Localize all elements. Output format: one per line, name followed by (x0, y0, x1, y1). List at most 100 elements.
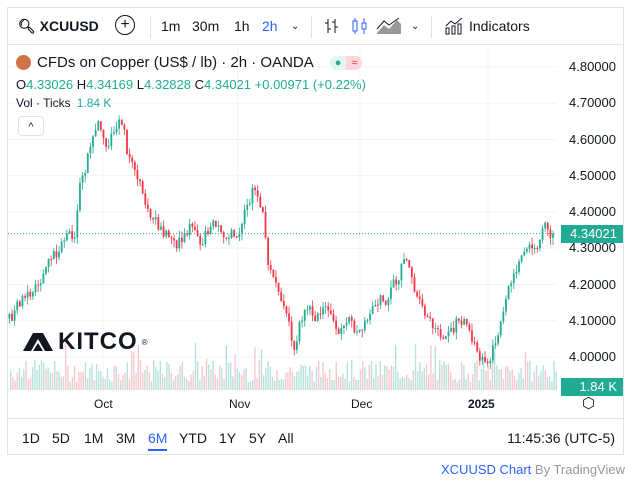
candle-body (133, 162, 136, 171)
indicators-icon[interactable] (444, 16, 464, 36)
candle-body (518, 261, 520, 272)
candle-body (293, 340, 296, 350)
volume-bar (190, 374, 192, 390)
candle-body (194, 226, 196, 231)
range-all[interactable]: All (278, 430, 294, 446)
interval-30m[interactable]: 30m (192, 18, 220, 34)
area-chart-icon[interactable] (376, 17, 402, 35)
volume-bar (337, 376, 340, 390)
candle-body (183, 233, 186, 243)
candle-body (141, 181, 144, 194)
range-6m[interactable]: 6M (148, 430, 168, 451)
settings-icon[interactable]: ⬡ (582, 395, 596, 412)
compare-button[interactable]: + (115, 15, 135, 35)
volume-bar (507, 366, 509, 390)
range-ytd[interactable]: YTD (179, 430, 207, 446)
bar-chart-icon[interactable] (324, 17, 340, 35)
candle-body (505, 299, 507, 312)
symbol-chart-link[interactable]: XCUUSD Chart (441, 462, 532, 477)
volume-bar (51, 372, 54, 390)
candle-body (528, 244, 531, 249)
range-3m[interactable]: 3M (116, 430, 136, 446)
candle-body (473, 341, 476, 343)
volume-bar (276, 370, 278, 390)
candle-body (272, 270, 275, 278)
volume-label: Vol · Ticks (16, 96, 71, 110)
indicators-button[interactable]: Indicators (469, 18, 530, 34)
range-1m[interactable]: 1M (84, 430, 104, 446)
volume-bar (445, 364, 447, 390)
chart-canvas[interactable] (8, 46, 623, 390)
candle-body (499, 321, 502, 336)
candle-body (73, 237, 76, 239)
range-1y[interactable]: 1Y (219, 430, 237, 446)
chevron-down-icon[interactable]: ⌄ (291, 21, 300, 32)
candle-chart-icon[interactable] (351, 17, 369, 35)
candle-body (275, 277, 277, 283)
candle-body (285, 306, 288, 314)
volume-bar (436, 379, 439, 390)
candle-body (118, 119, 121, 129)
candle-body (489, 360, 492, 364)
volume-bar (87, 378, 89, 390)
price-chart[interactable]: CFDs on Copper (US$ / lb) · 2h · OANDA ●… (8, 46, 623, 396)
interval-2h[interactable]: 2h (262, 18, 278, 34)
chevron-down-icon[interactable]: ⌄ (411, 21, 420, 32)
volume-bar (509, 370, 511, 390)
range-5d[interactable]: 5D (52, 430, 70, 446)
range-5y[interactable]: 5Y (249, 430, 267, 446)
market-status[interactable]: ● ≈ (329, 55, 363, 70)
candle-body (107, 146, 110, 148)
by-tradingview[interactable]: By TradingView (531, 462, 625, 477)
volume-bar (197, 361, 199, 390)
volume-bar (513, 375, 516, 390)
candle-body (261, 207, 264, 212)
volume-bar (27, 379, 29, 390)
candle-body (442, 337, 445, 339)
volume-bar (238, 371, 241, 390)
y-tick-label: 4.80000 (569, 59, 616, 74)
clock[interactable]: 11:45:36 (UTC-5) (507, 430, 615, 446)
volume-bar (381, 375, 384, 390)
last-price-tag: 4.34021 (561, 224, 623, 243)
volume-bar (10, 371, 12, 390)
collapse-legend-button[interactable]: ^ (18, 116, 44, 136)
volume-bar (47, 367, 49, 390)
volume-bar (49, 372, 51, 390)
low-label: L (136, 77, 144, 92)
interval-1m[interactable]: 1m (161, 18, 181, 34)
candle-body (246, 204, 249, 210)
range-1d[interactable]: 1D (22, 430, 40, 446)
interval-1h[interactable]: 1h (234, 18, 250, 34)
volume-bar (472, 374, 474, 390)
search-icon: 🔍︎ (18, 18, 36, 34)
volume-bar (538, 375, 540, 390)
volume-bar (439, 360, 441, 390)
volume-bar (498, 369, 500, 390)
volume-bar (274, 380, 276, 390)
candle-body (384, 301, 387, 305)
volume-bar (71, 377, 73, 390)
volume-bar (254, 347, 256, 390)
y-tick-label: 4.00000 (569, 349, 616, 364)
candle-body (37, 284, 40, 286)
ohlc-values: O4.33026 H4.34169 L4.32828 C4.34021 +0.0… (16, 77, 366, 92)
candle-body (160, 226, 162, 230)
candle-body (157, 217, 160, 230)
volume-bar (474, 362, 476, 390)
volume-bar (282, 379, 285, 390)
candle-body (337, 328, 340, 334)
volume-bar (458, 379, 461, 390)
candle-body (92, 136, 94, 147)
volume-bar (485, 370, 487, 390)
candle-body (248, 203, 251, 205)
symbol-search[interactable]: 🔍︎ XCUUSD (18, 18, 99, 35)
candle-body (322, 307, 324, 315)
volume-bar (194, 342, 197, 390)
candle-body (525, 248, 528, 252)
candle-body (510, 283, 513, 287)
volume-bar (454, 379, 456, 390)
time-axis[interactable]: Oct Nov Dec 2025 ⬡ (8, 390, 623, 416)
volume-bar (170, 372, 172, 390)
volume-bar (278, 380, 280, 390)
